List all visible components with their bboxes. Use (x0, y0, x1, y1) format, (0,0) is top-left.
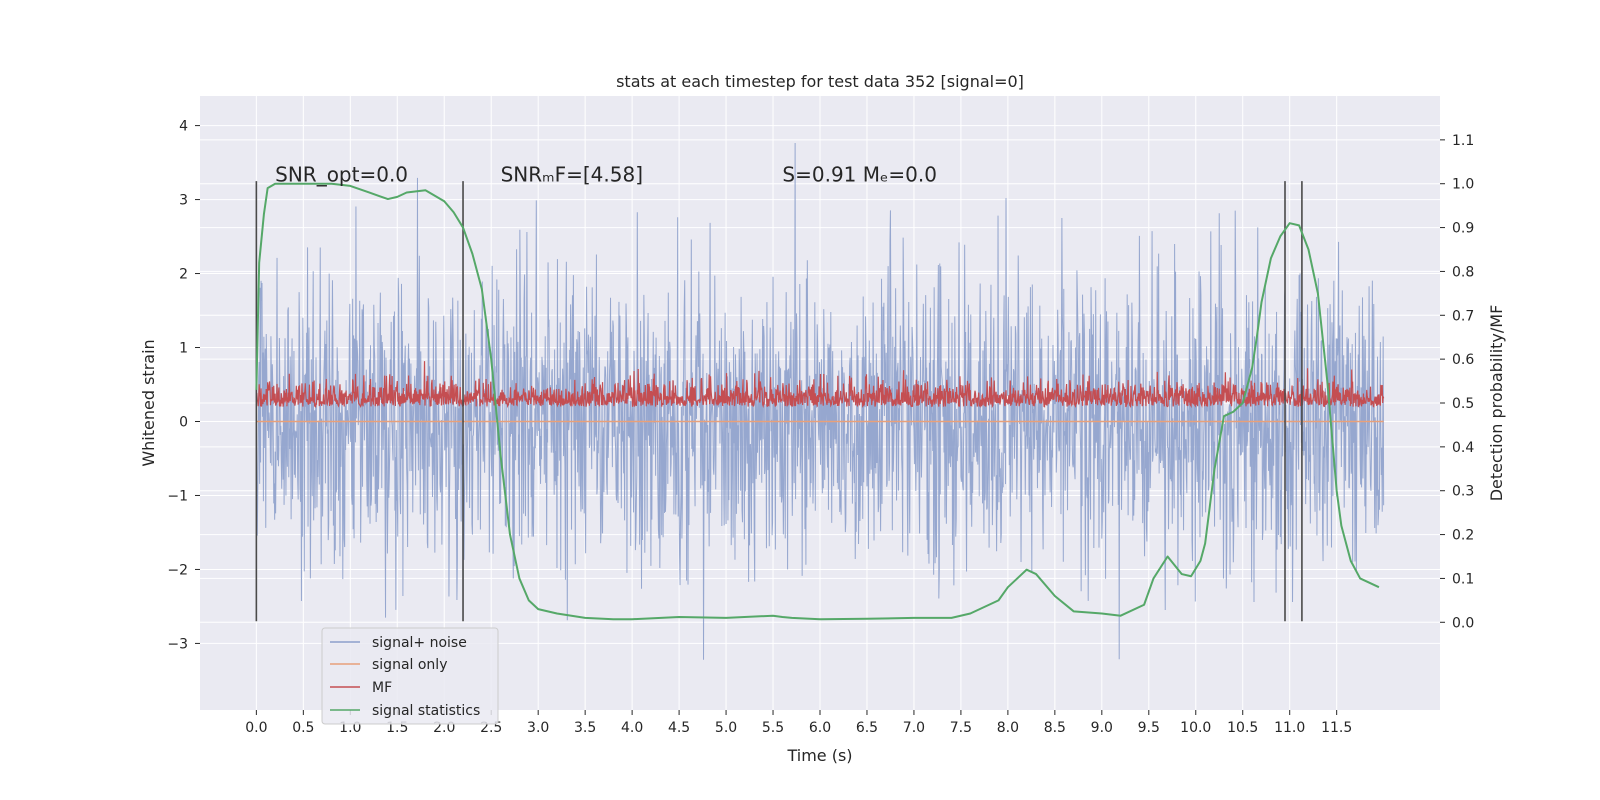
y-right-tick-label: 0.6 (1452, 352, 1474, 368)
legend-label-signal-noise: signal+ noise (372, 635, 467, 651)
y-right-tick-label: 0.9 (1452, 221, 1474, 237)
y-axis-left-ticks: 4 3 2 1 0 −1 −2 −3 (167, 119, 200, 652)
x-tick-label: 5.5 (762, 720, 784, 736)
y-right-tick-label: 0.5 (1452, 396, 1474, 412)
y-left-tick-label: 1 (179, 341, 188, 357)
y-axis-right-label: Detection probability/MF (1487, 305, 1506, 502)
x-tick-label: 11.5 (1321, 720, 1352, 736)
x-tick-label: 9.5 (1138, 720, 1160, 736)
y-left-tick-label: 2 (179, 267, 188, 283)
x-tick-label: 7.5 (950, 720, 972, 736)
y-left-tick-label: −3 (167, 636, 188, 652)
mf-line (255, 361, 1385, 409)
x-tick-label: 11.0 (1274, 720, 1305, 736)
y-right-tick-label: 0.1 (1452, 571, 1474, 587)
y-right-tick-label: 1.0 (1452, 177, 1474, 193)
x-tick-label: 4.5 (668, 720, 690, 736)
y-left-tick-label: 0 (179, 414, 188, 430)
annotation-snr-opt: SNR_opt=0.0 (275, 163, 408, 187)
x-tick-label: 6.5 (856, 720, 878, 736)
x-tick-label: 8.5 (1044, 720, 1066, 736)
y-axis-right-ticks: 1.1 1.0 0.9 0.8 0.7 0.6 0.5 0.4 0.3 0.2 0.1 0.0 (1440, 133, 1474, 631)
y-left-tick-label: 4 (179, 119, 188, 135)
legend-label-signal-statistics: signal statistics (372, 703, 480, 719)
vertical-markers (255, 181, 1303, 622)
y-left-tick-label: −2 (167, 562, 188, 578)
series-signal-statistics (255, 182, 1380, 621)
x-tick-label: 0.5 (292, 720, 314, 736)
x-tick-label: 7.0 (903, 720, 925, 736)
x-tick-label: 3.0 (527, 720, 549, 736)
y-right-tick-label: 0.7 (1452, 308, 1474, 324)
legend-label-mf: MF (372, 680, 392, 696)
annotation-snr-mf: SNRₘF=[4.58] (501, 163, 643, 187)
x-axis-label: Time (s) (786, 746, 852, 765)
legend-box (321, 627, 499, 725)
x-tick-label: 0.0 (245, 720, 267, 736)
y-right-tick-label: 0.8 (1452, 264, 1474, 280)
x-tick-label: 6.0 (809, 720, 831, 736)
series-mf (255, 361, 1385, 409)
signal-noise-line (255, 143, 1385, 660)
annotation-s-mc: S=0.91 Mₑ=0.0 (782, 163, 937, 187)
x-tick-label: 10.5 (1227, 720, 1258, 736)
annotations: SNR_opt=0.0 SNRₘF=[4.58] S=0.91 Mₑ=0.0 (275, 163, 937, 187)
x-tick-label: 3.5 (574, 720, 596, 736)
y-right-tick-label: 1.1 (1452, 133, 1474, 149)
y-right-tick-label: 0.3 (1452, 484, 1474, 500)
chart-title: stats at each timestep for test data 352… (616, 72, 1024, 91)
legend-label-signal-only: signal only (372, 657, 447, 673)
y-right-tick-label: 0.0 (1452, 615, 1474, 631)
x-tick-label: 10.0 (1180, 720, 1211, 736)
y-left-tick-label: −1 (167, 488, 188, 504)
y-right-tick-label: 0.4 (1452, 440, 1474, 456)
x-tick-label: 5.0 (715, 720, 737, 736)
signal-statistics-line (255, 182, 1380, 621)
y-left-tick-label: 3 (179, 193, 188, 209)
x-tick-label: 9.0 (1091, 720, 1113, 736)
legend: signal+ noise signal only MF signal stat… (321, 627, 499, 725)
x-tick-label: 4.0 (621, 720, 643, 736)
y-right-tick-label: 0.2 (1452, 528, 1474, 544)
y-axis-left-label: Whitened strain (139, 339, 158, 466)
x-tick-label: 8.0 (997, 720, 1019, 736)
series-signal-noise (255, 143, 1385, 660)
